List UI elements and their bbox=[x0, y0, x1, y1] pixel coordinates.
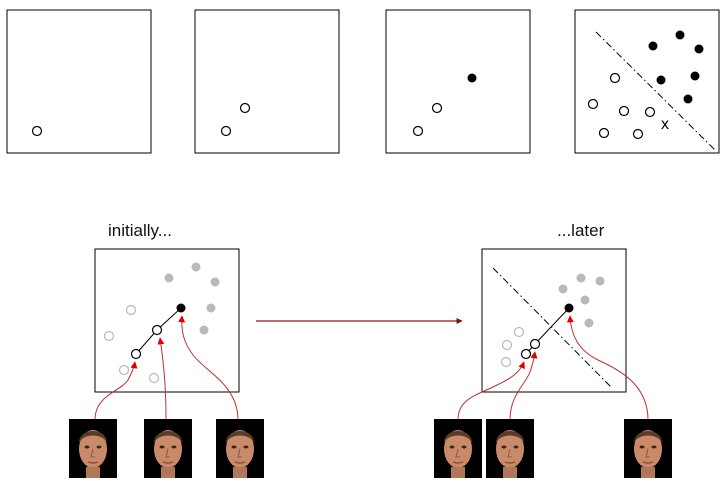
face-image-5 bbox=[486, 419, 534, 478]
top-panel-3 bbox=[385, 9, 531, 154]
open-point bbox=[632, 128, 644, 140]
faded-filled-point bbox=[210, 277, 220, 287]
filled-point bbox=[564, 303, 574, 313]
open-point bbox=[412, 125, 424, 137]
faded-filled-point bbox=[199, 325, 209, 335]
faded-open-point bbox=[148, 372, 160, 384]
faded-filled-point bbox=[580, 295, 590, 305]
label-initially: initially... bbox=[108, 221, 172, 240]
mapping-arrow bbox=[457, 361, 525, 421]
mapping-arrow bbox=[566, 315, 649, 421]
faded-open-point bbox=[118, 364, 130, 376]
filled-point bbox=[648, 41, 658, 51]
top-panel-4: x bbox=[574, 9, 720, 154]
mapping-arrows-initial bbox=[94, 315, 239, 421]
top-panel-2 bbox=[194, 9, 340, 154]
faded-open-point bbox=[125, 304, 137, 316]
open-point bbox=[220, 125, 232, 137]
open-point bbox=[31, 125, 43, 137]
face-image-6 bbox=[624, 419, 672, 478]
query-marker: x bbox=[661, 116, 669, 133]
open-point bbox=[587, 98, 599, 110]
faded-filled-point bbox=[595, 276, 605, 286]
faded-filled-point bbox=[206, 303, 216, 313]
faded-filled-point bbox=[164, 273, 174, 283]
faded-open-point bbox=[513, 326, 525, 338]
face-image-1 bbox=[69, 419, 117, 478]
decision-boundary bbox=[595, 31, 716, 151]
open-point bbox=[520, 348, 532, 360]
filled-point bbox=[675, 30, 685, 40]
open-point bbox=[609, 72, 621, 84]
mapping-arrow bbox=[178, 315, 239, 421]
open-point bbox=[431, 102, 443, 114]
open-point bbox=[130, 348, 142, 360]
mapping-arrow bbox=[157, 337, 167, 421]
open-point bbox=[151, 324, 163, 336]
open-point bbox=[239, 102, 251, 114]
top-panel-1 bbox=[6, 9, 152, 154]
filled-point bbox=[467, 73, 477, 83]
later-panel bbox=[481, 248, 627, 393]
filled-point bbox=[690, 71, 700, 81]
face-image-3 bbox=[216, 419, 264, 478]
faded-open-point bbox=[501, 339, 513, 351]
filled-point bbox=[656, 75, 666, 85]
filled-point bbox=[683, 94, 693, 104]
open-point bbox=[618, 105, 630, 117]
label-later: ...later bbox=[557, 221, 605, 240]
faded-filled-point bbox=[576, 273, 586, 283]
faded-filled-point bbox=[584, 318, 594, 328]
faded-filled-point bbox=[558, 284, 568, 294]
open-point bbox=[644, 106, 656, 118]
open-point bbox=[529, 338, 541, 350]
faded-filled-point bbox=[191, 262, 201, 272]
mapping-arrow bbox=[509, 351, 538, 421]
open-point bbox=[598, 127, 610, 139]
initial-panel bbox=[94, 248, 240, 393]
faded-open-point bbox=[103, 330, 115, 342]
filled-point bbox=[694, 44, 704, 54]
filled-point bbox=[176, 303, 186, 313]
face-image-4 bbox=[434, 419, 482, 478]
decision-boundary bbox=[492, 267, 613, 389]
faded-open-point bbox=[500, 356, 512, 368]
mapping-arrows-later bbox=[457, 315, 649, 421]
mapping-arrow bbox=[94, 361, 138, 421]
face-image-2 bbox=[144, 419, 192, 478]
